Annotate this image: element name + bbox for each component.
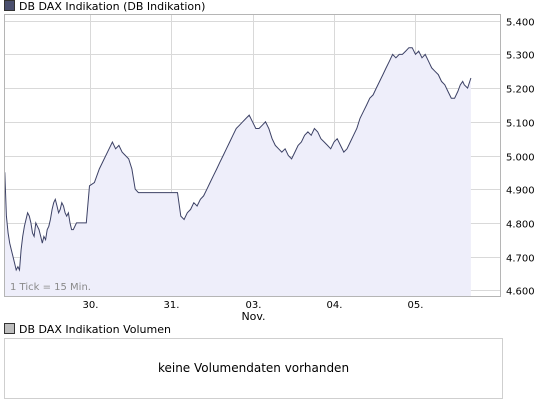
x-tick-label: 03.	[246, 300, 262, 311]
x-tick-label: 05.	[408, 300, 424, 311]
chart-title: DB DAX Indikation (DB Indikation)	[19, 0, 206, 13]
x-axis: 30. 31. 03. 04. 05.	[83, 300, 424, 311]
y-tick-label: 4.600	[506, 287, 535, 298]
volume-legend: DB DAX Indikation Volumen	[4, 323, 171, 337]
y-tick-label: 5.000	[506, 153, 535, 164]
volume-panel: keine Volumendaten vorhanden	[4, 338, 503, 399]
x-tick-label: 04.	[327, 300, 343, 311]
x-tick-label: 31.	[164, 300, 180, 311]
y-tick-label: 5.300	[506, 51, 535, 62]
plot-border	[4, 14, 501, 297]
y-tick-label: 5.400	[506, 18, 535, 29]
y-tick-label: 5.200	[506, 85, 535, 96]
x-axis-label: Nov.	[241, 310, 265, 320]
series-area	[4, 47, 471, 297]
chart-legend: DB DAX Indikation (DB Indikation)	[4, 0, 205, 14]
no-volume-message: keine Volumendaten vorhanden	[157, 361, 350, 375]
x-tick-label: 30.	[83, 300, 99, 311]
volume-swatch	[4, 323, 15, 334]
y-tick-label: 4.900	[506, 186, 535, 197]
series-swatch	[4, 0, 15, 11]
y-tick-label: 5.100	[506, 119, 535, 130]
y-tick-label: 4.700	[506, 254, 535, 265]
volume-title: DB DAX Indikation Volumen	[19, 323, 171, 336]
y-axis: 4.600 4.700 4.800 4.900 5.000 5.100 5.200 5.300…	[506, 18, 535, 298]
tick-annotation: 1 Tick = 15 Min.	[10, 282, 91, 293]
y-tick-label: 4.800	[506, 220, 535, 231]
series-line	[4, 47, 472, 272]
price-chart: 4.600 4.700 4.800 4.900 5.000 5.100 5.200 5.300…	[4, 14, 535, 320]
